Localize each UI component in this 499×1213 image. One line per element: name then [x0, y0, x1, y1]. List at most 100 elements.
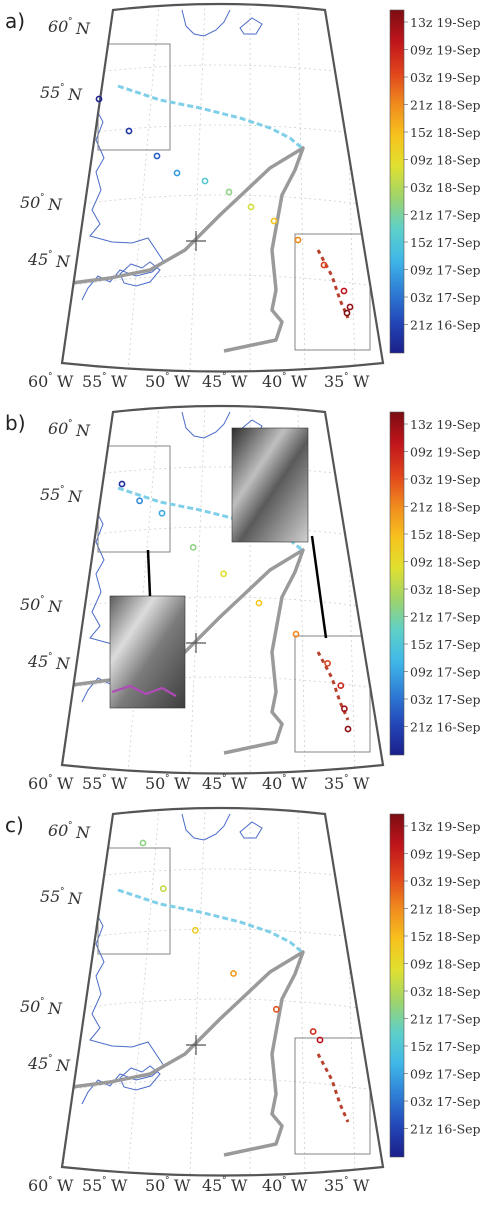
longitude-label: 50	[145, 372, 165, 391]
region-box-east	[294, 1037, 371, 1155]
colorbar-label: 15z 18-Sep	[410, 125, 481, 140]
degree-symbol: °	[165, 1176, 170, 1186]
region-box-east	[294, 635, 371, 753]
colorbar: 13z 19-Sep 09z 19-Sep 03z 19-Sep 21z 18-Sep…	[389, 813, 481, 1158]
colorbar-label: 03z 18-Sep	[410, 180, 481, 195]
panel-label: a)	[5, 9, 25, 33]
parallel-line	[62, 124, 383, 141]
meridian-line	[127, 808, 160, 1175]
parallel-line	[62, 274, 383, 291]
track-point	[344, 725, 352, 733]
longitude-label: 45	[202, 1176, 222, 1195]
map-frame	[60, 2, 385, 373]
track-point	[324, 659, 331, 667]
map-panels: a) 60 ° N55 ° N50 ° N45 ° N60 ° W 55 ° W 50 ° W 45 ° W 40 ° W 35…	[5, 2, 481, 1195]
colorbar: 13z 19-Sep 09z 19-Sep 03z 19-Sep 21z 18-Sep…	[389, 411, 481, 756]
degree-symbol: °	[222, 774, 227, 784]
colorbar-label: 15z 17-Sep	[410, 1039, 481, 1054]
colorbar-label: 21z 16-Sep	[410, 1122, 481, 1137]
colorbar-label: 03z 17-Sep	[410, 290, 481, 305]
longitude-label: 40	[262, 774, 282, 793]
longitude-label: 50	[145, 774, 165, 793]
degree-symbol: °	[48, 1054, 53, 1064]
colorbar-label: 15z 18-Sep	[410, 527, 481, 542]
track-point	[153, 152, 161, 160]
meridian-line	[344, 406, 356, 773]
longitude-label: 40	[262, 372, 282, 391]
longitude-label: 40	[262, 1176, 282, 1195]
meridian-line	[189, 406, 206, 773]
latitude-unit: N	[75, 823, 91, 842]
longitude-label: 60	[28, 774, 48, 793]
longitude-label: 55	[82, 1176, 102, 1195]
degree-symbol: °	[222, 372, 227, 382]
colorbar-label: 03z 17-Sep	[410, 692, 481, 707]
longitude-label: 55	[82, 372, 102, 391]
track-point	[136, 497, 143, 505]
inset-connector	[310, 535, 328, 639]
latitude-label: 55	[40, 887, 60, 906]
satellite-inset-north	[231, 427, 309, 543]
degree-symbol: °	[68, 17, 73, 27]
degree-symbol: °	[344, 372, 349, 382]
colorbar-label: 09z 19-Sep	[410, 445, 481, 460]
meridian-line	[297, 4, 306, 371]
latitude-label: 50	[20, 193, 40, 212]
longitude-unit: W	[57, 1176, 74, 1195]
parallel-line	[62, 998, 383, 1015]
longitude-unit: W	[231, 774, 248, 793]
longitude-unit: W	[291, 774, 308, 793]
colorbar-label: 03z 19-Sep	[410, 874, 481, 889]
longitude-label: 55	[82, 774, 102, 793]
latitude-unit: N	[67, 889, 83, 908]
colorbar-label: 21z 17-Sep	[410, 610, 481, 625]
longitude-unit: W	[291, 1176, 308, 1195]
longitude-unit: W	[174, 774, 191, 793]
satellite-inset-south	[109, 595, 186, 709]
parallel-line	[62, 868, 383, 885]
colorbar-label: 09z 19-Sep	[410, 43, 481, 58]
map-area	[62, 808, 383, 1176]
degree-symbol: °	[165, 372, 170, 382]
parallel-line	[62, 194, 383, 211]
longitude-label: 35	[324, 774, 344, 793]
degree-symbol: °	[40, 193, 45, 203]
colorbar-label: 21z 17-Sep	[410, 208, 481, 223]
track-point	[191, 926, 199, 934]
colorbar-label: 09z 19-Sep	[410, 847, 481, 862]
grey-track	[63, 146, 305, 353]
degree-symbol: °	[222, 1176, 227, 1186]
latitude-label: 60	[48, 821, 68, 840]
colorbar-label: 09z 17-Sep	[410, 263, 481, 278]
inset-connector	[146, 549, 152, 597]
parallel-line	[62, 64, 383, 81]
parallel-line	[62, 526, 383, 543]
degree-symbol: °	[102, 774, 107, 784]
degree-symbol: °	[282, 774, 287, 784]
track-point	[346, 303, 354, 311]
latitude-unit: N	[67, 85, 83, 104]
map-area	[62, 406, 383, 774]
track-point	[340, 287, 348, 295]
colorbar-label: 03z 19-Sep	[410, 472, 481, 487]
longitude-unit: W	[57, 774, 74, 793]
meridian-line	[189, 808, 206, 1175]
degree-symbol: °	[68, 821, 73, 831]
latitude-unit: N	[47, 195, 63, 214]
longitude-unit: W	[231, 1176, 248, 1195]
longitude-label: 60	[28, 372, 48, 391]
track-point	[189, 543, 197, 551]
colorbar-label: 09z 17-Sep	[410, 665, 481, 680]
coastline	[81, 9, 263, 301]
latitude-label: 45	[27, 250, 48, 269]
track-point	[247, 203, 255, 211]
meridian-line	[189, 4, 206, 371]
colorbar-label: 03z 18-Sep	[410, 582, 481, 597]
track-point	[118, 480, 126, 488]
colorbar-label: 13z 19-Sep	[410, 819, 481, 834]
degree-symbol: °	[40, 997, 45, 1007]
meridian-line	[344, 4, 356, 371]
colorbar-label: 15z 18-Sep	[410, 929, 481, 944]
colorbar-label: 03z 19-Sep	[410, 70, 481, 85]
